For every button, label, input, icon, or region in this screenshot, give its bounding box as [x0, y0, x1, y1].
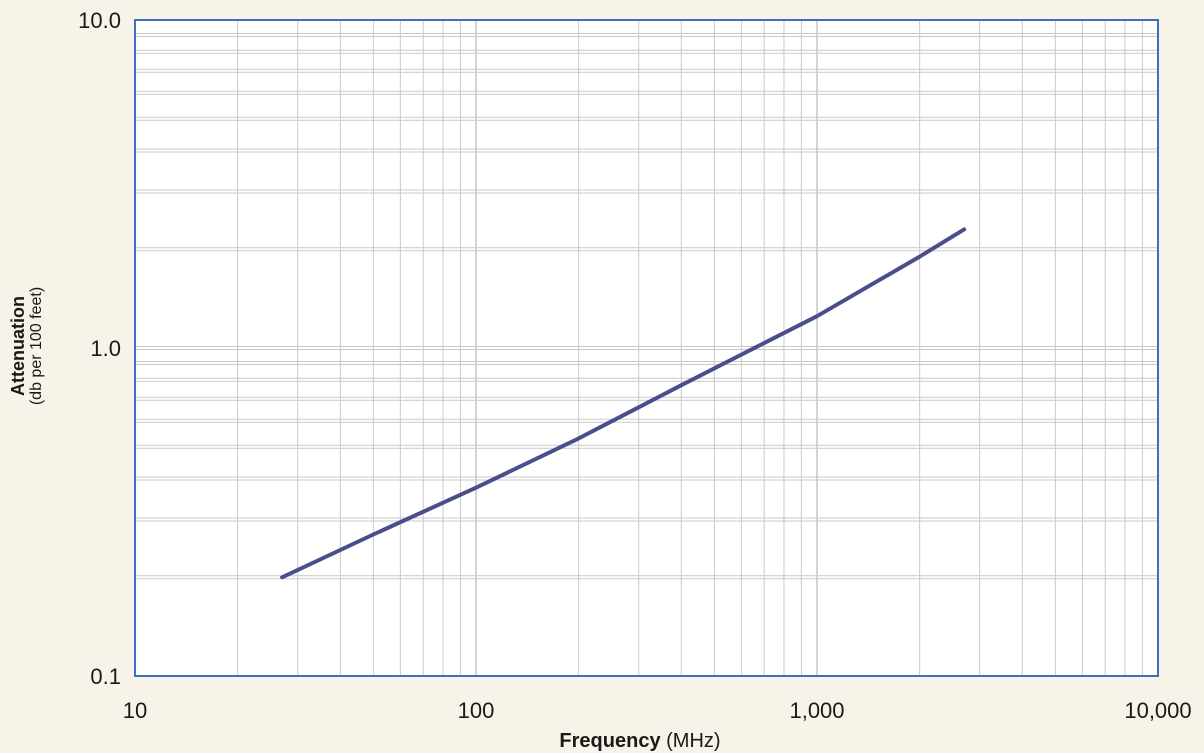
x-axis-ticks: 10 100 1,000 10,000 — [123, 698, 1192, 723]
y-axis-title: Attenuation — [8, 296, 28, 396]
y-tick-label: 0.1 — [90, 664, 121, 689]
y-axis-ticks: 0.1 1.0 10.0 — [78, 8, 121, 689]
series-line — [280, 227, 967, 580]
plot-frame — [134, 19, 1159, 677]
plot-area — [135, 20, 1158, 676]
x-tick-label: 10,000 — [1124, 698, 1191, 723]
x-axis-title-unit: (MHz) — [661, 730, 721, 752]
x-axis-title-main: Frequency — [559, 730, 661, 752]
x-tick-label: 1,000 — [789, 698, 844, 723]
x-axis-title: Frequency (MHz) — [559, 730, 720, 752]
y-axis-subtitle: (db per 100 feet) — [28, 287, 45, 405]
y-tick-label: 10.0 — [78, 8, 121, 33]
x-tick-label: 10 — [123, 698, 147, 723]
y-tick-label: 1.0 — [90, 336, 121, 361]
grid — [135, 20, 1158, 676]
series-group — [280, 227, 967, 580]
x-tick-label: 100 — [458, 698, 495, 723]
